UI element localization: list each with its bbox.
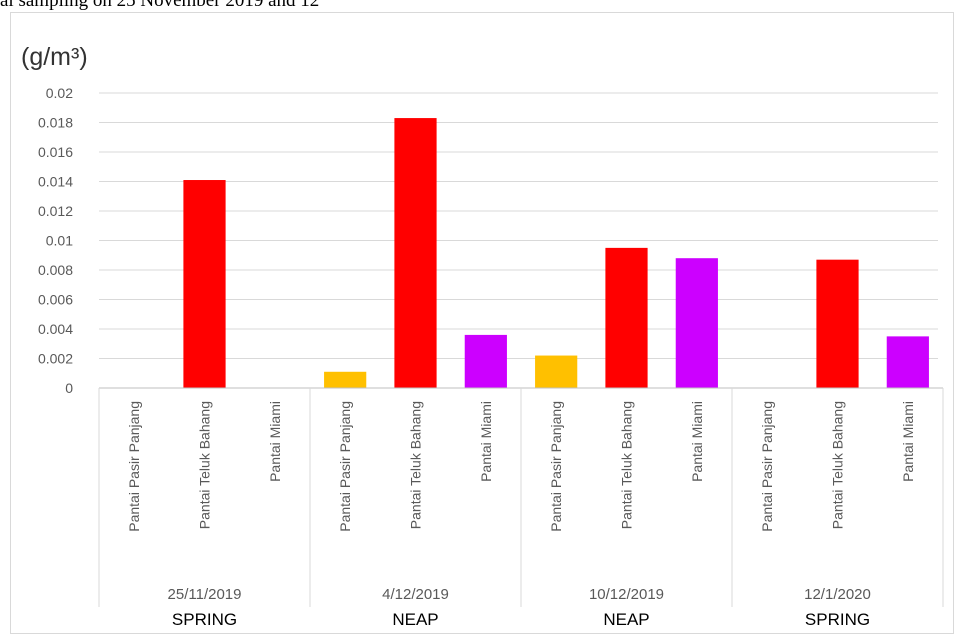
bar xyxy=(675,258,718,388)
bar-chart: (g/m³) 0 0.002 0.004 0.006 0.008 0.01 0.012 0.0… xyxy=(21,43,944,629)
bar xyxy=(464,334,507,388)
category-label: Pantai Teluk Bahang xyxy=(197,401,213,529)
category-label: Pantai Teluk Bahang xyxy=(830,401,846,529)
x-axis xyxy=(98,387,944,607)
y-tick-label: 0.01 xyxy=(46,233,73,249)
tide-label: NEAP xyxy=(392,610,438,629)
tide-label: NEAP xyxy=(603,610,649,629)
x-axis-labels: Pantai Pasir Panjang Pantai Teluk Bahang P… xyxy=(126,401,916,629)
category-label: Pantai Pasir Panjang xyxy=(548,401,564,532)
category-label: Pantai Miami xyxy=(478,401,494,482)
y-tick-label: 0.016 xyxy=(38,144,73,160)
category-label: Pantai Miami xyxy=(689,401,705,482)
category-label: Pantai Pasir Panjang xyxy=(337,401,353,532)
bars xyxy=(183,118,929,388)
tide-label: SPRING xyxy=(805,610,870,629)
y-tick-label: 0.012 xyxy=(38,203,73,219)
category-label: Pantai Pasir Panjang xyxy=(126,401,142,532)
date-label: 4/12/2019 xyxy=(382,586,449,603)
date-label: 12/1/2020 xyxy=(804,586,871,603)
category-label: Pantai Teluk Bahang xyxy=(619,401,635,529)
y-tick-label: 0 xyxy=(65,380,73,396)
date-label: 25/11/2019 xyxy=(168,586,242,603)
chart-area: (g/m³) 0 0.002 0.004 0.006 0.008 0.01 0.012 0.0… xyxy=(10,12,954,634)
y-axis-ticks: 0 0.002 0.004 0.006 0.008 0.01 0.012 0.014 0.016… xyxy=(38,85,73,396)
y-tick-label: 0.002 xyxy=(38,351,73,367)
y-tick-label: 0.014 xyxy=(38,174,73,190)
bar xyxy=(535,355,578,388)
y-tick-label: 0.004 xyxy=(38,321,73,337)
bar xyxy=(324,371,367,388)
bar xyxy=(394,118,437,388)
category-label: Pantai Miami xyxy=(900,401,916,482)
y-tick-label: 0.006 xyxy=(38,292,73,308)
caption-fragment: al sampling on 25 November 2019 and 12 xyxy=(0,0,320,11)
tide-label: SPRING xyxy=(172,610,237,629)
y-unit-label: (g/m³) xyxy=(21,43,88,71)
bar xyxy=(605,247,648,388)
bar xyxy=(886,336,929,388)
bar xyxy=(816,259,859,388)
category-label: Pantai Pasir Panjang xyxy=(759,401,775,532)
y-tick-label: 0.02 xyxy=(46,85,73,101)
date-label: 10/12/2019 xyxy=(589,586,664,603)
bar xyxy=(183,180,226,388)
gridlines xyxy=(99,92,938,359)
category-label: Pantai Teluk Bahang xyxy=(408,401,424,529)
y-tick-label: 0.018 xyxy=(38,115,73,131)
category-label: Pantai Miami xyxy=(267,401,283,482)
y-tick-label: 0.008 xyxy=(38,262,73,278)
